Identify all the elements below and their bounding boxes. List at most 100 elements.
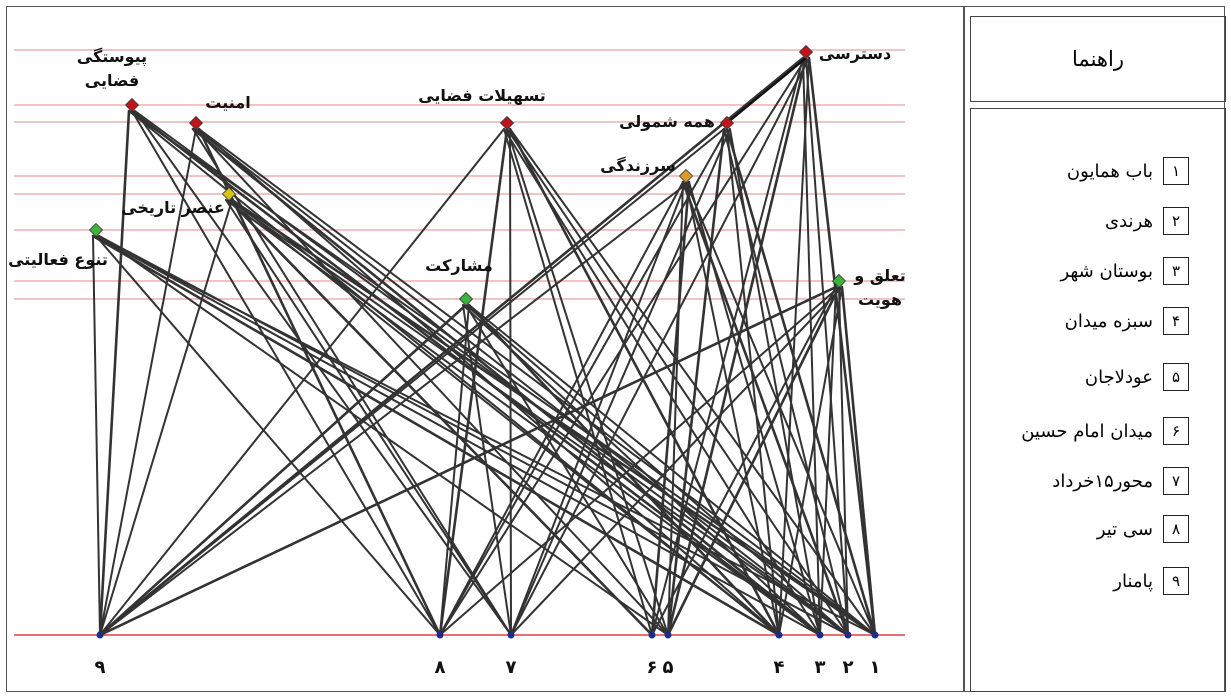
- site-label: ۳: [815, 657, 826, 678]
- connection-line: [195, 128, 849, 636]
- legend-label: سبزه میدان: [1064, 310, 1153, 332]
- connection-line: [510, 57, 810, 636]
- legend: ۱ باب همایون ۲ هرندی ۳ بوستان شهر ۴ سبزه…: [970, 108, 1226, 692]
- connection-line: [510, 286, 843, 636]
- connection-line: [91, 234, 781, 637]
- legend-label: محور۱۵خرداد: [1052, 470, 1153, 492]
- site-label: ۴: [774, 657, 785, 678]
- connection-line: [503, 128, 653, 636]
- site-node: [816, 631, 824, 639]
- legend-item: ۶ میدان امام حسین: [1021, 415, 1189, 447]
- legend-number: ۵: [1163, 363, 1189, 391]
- connection-line: [807, 56, 877, 637]
- connection-line: [95, 235, 441, 636]
- connection-line: [666, 127, 726, 637]
- site-node: [844, 631, 852, 639]
- site-label: ۱: [870, 657, 881, 678]
- connection-line: [725, 127, 877, 637]
- connection-line: [681, 180, 850, 637]
- connection-line: [99, 128, 725, 636]
- legend-label: پامنار: [1113, 570, 1153, 592]
- site-label: ۹: [95, 657, 106, 678]
- site-node: [507, 631, 515, 639]
- connection-line: [225, 199, 512, 636]
- criterion-label: عنصر تاریخی: [121, 198, 225, 217]
- criterion-node: [499, 115, 515, 131]
- connection-line: [838, 286, 849, 636]
- connection-line: [666, 285, 841, 637]
- criterion-label: دسترسی: [819, 44, 891, 63]
- connection-line: [506, 128, 849, 636]
- connection-line: [191, 127, 822, 637]
- legend-number: ۳: [1163, 257, 1189, 285]
- criterion-node: [188, 115, 204, 131]
- network-diagram: پیوستگی فضایی امنیت تسهیلات فضایی دسترسی همه …: [8, 44, 906, 678]
- connection-line: [99, 181, 690, 636]
- connection-line: [197, 127, 442, 637]
- site-node: [648, 631, 656, 639]
- connection-line: [651, 57, 804, 636]
- connection-line: [439, 304, 470, 636]
- connection-line: [802, 57, 821, 636]
- legend-item: ۸ سی تیر: [1097, 513, 1189, 545]
- legend-item: ۷ محور۱۵خرداد: [1052, 465, 1189, 497]
- criterion-node: [831, 273, 847, 289]
- legend-number: ۴: [1163, 307, 1189, 335]
- site-label: ۵: [663, 657, 674, 678]
- legend-label: باب همایون: [1066, 160, 1153, 182]
- connection-line: [651, 286, 837, 636]
- legend-item: ۲ هرندی: [1105, 205, 1189, 237]
- legend-item: ۳ بوستان شهر: [1060, 255, 1189, 287]
- site-node: [96, 631, 104, 639]
- connection-line: [230, 198, 877, 637]
- criterion-label: مشارکت: [425, 256, 493, 275]
- legend-number: ۱: [1163, 157, 1189, 185]
- legend-title: راهنما: [1072, 47, 1124, 71]
- criterion-node: [124, 97, 140, 113]
- connection-line: [98, 235, 669, 636]
- criterion-label: پیوستگی: [77, 47, 147, 67]
- criterion-label: تعلق و: [853, 266, 906, 285]
- site-node: [664, 631, 672, 639]
- criterion-label: همه شمولی: [619, 112, 715, 131]
- connection-line: [778, 57, 810, 636]
- legend-item: ۴ سبزه میدان: [1065, 305, 1189, 337]
- legend-number: ۲: [1163, 207, 1189, 235]
- criterion-node: [678, 168, 694, 184]
- criterion-node: [719, 115, 735, 131]
- site-label: ۸: [435, 657, 446, 678]
- site-label: ۲: [843, 657, 854, 678]
- legend-divider: [963, 6, 965, 692]
- criterion-label: هویت: [858, 290, 902, 309]
- connection-line: [778, 286, 843, 636]
- connection-line: [506, 128, 669, 636]
- connection-line: [439, 286, 840, 636]
- site-node: [871, 631, 879, 639]
- legend-label: بوستان شهر: [1060, 260, 1153, 282]
- connection-line: [98, 285, 838, 637]
- site-label: ۷: [506, 657, 517, 678]
- legend-number: ۸: [1163, 515, 1189, 543]
- connection-line: [439, 128, 728, 636]
- connection-line: [840, 285, 877, 637]
- criterion-node: [458, 291, 474, 307]
- legend-item: ۱ باب همایون: [1067, 155, 1189, 187]
- connection-line: [99, 128, 505, 636]
- connection-line: [128, 110, 876, 636]
- criterion-node: [798, 44, 814, 60]
- figure-frame: [6, 6, 1225, 692]
- legend-label: عودلاجان: [1084, 366, 1153, 388]
- connection-line: [131, 110, 441, 636]
- legend-number: ۷: [1163, 467, 1189, 495]
- connection-line: [228, 199, 849, 636]
- site-label: ۶: [647, 657, 658, 678]
- connection-line: [99, 128, 197, 636]
- connection-line: [510, 181, 687, 636]
- criterion-label: فضایی: [85, 71, 139, 90]
- legend-label: هرندی: [1105, 210, 1153, 232]
- connection-line: [503, 128, 821, 636]
- connection-line: [468, 304, 876, 636]
- connection-line: [98, 109, 131, 637]
- connection-line: [439, 181, 684, 636]
- connection-line: [467, 303, 781, 637]
